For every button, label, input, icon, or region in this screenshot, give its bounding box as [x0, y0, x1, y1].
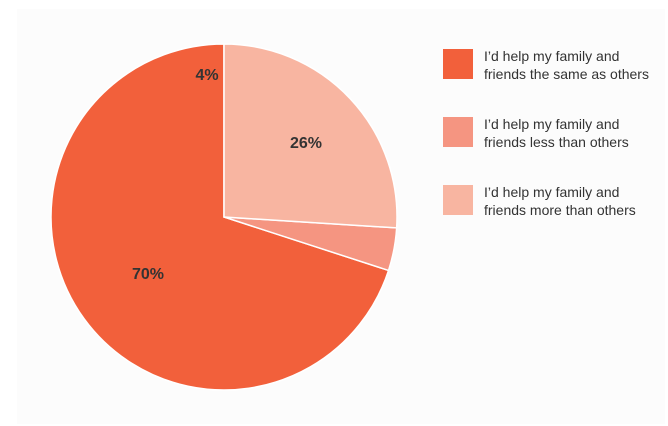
pie-slice-more — [223, 43, 398, 229]
legend-swatch-same — [443, 49, 473, 79]
legend-label-same: I’d help my family and friends the same … — [484, 48, 649, 82]
legend-item-more: I’d help my family and friends more than… — [443, 183, 663, 251]
legend-item-less: I’d help my family and friends less than… — [443, 115, 663, 183]
pie-slices — [50, 43, 398, 391]
legend-label-more: I’d help my family and friends more than… — [484, 184, 636, 218]
legend-item-same: I’d help my family and friends the same … — [443, 47, 663, 115]
pie-value-label-less: 4% — [195, 67, 218, 84]
legend-swatch-more — [443, 185, 473, 215]
pie-value-label-same: 70% — [132, 266, 164, 283]
legend: I’d help my family and friends the same … — [443, 47, 663, 251]
pie-value-labels: 70% 4% 26% — [132, 67, 322, 283]
legend-label-less: I’d help my family and friends less than… — [484, 116, 629, 150]
legend-swatch-less — [443, 117, 473, 147]
pie-slice-same — [50, 43, 390, 391]
pie-value-label-more: 26% — [290, 135, 322, 152]
chart-area: 70% 4% 26% I’d help my family and friends … — [17, 9, 665, 424]
pie-chart: 70% 4% 26% — [50, 43, 398, 391]
